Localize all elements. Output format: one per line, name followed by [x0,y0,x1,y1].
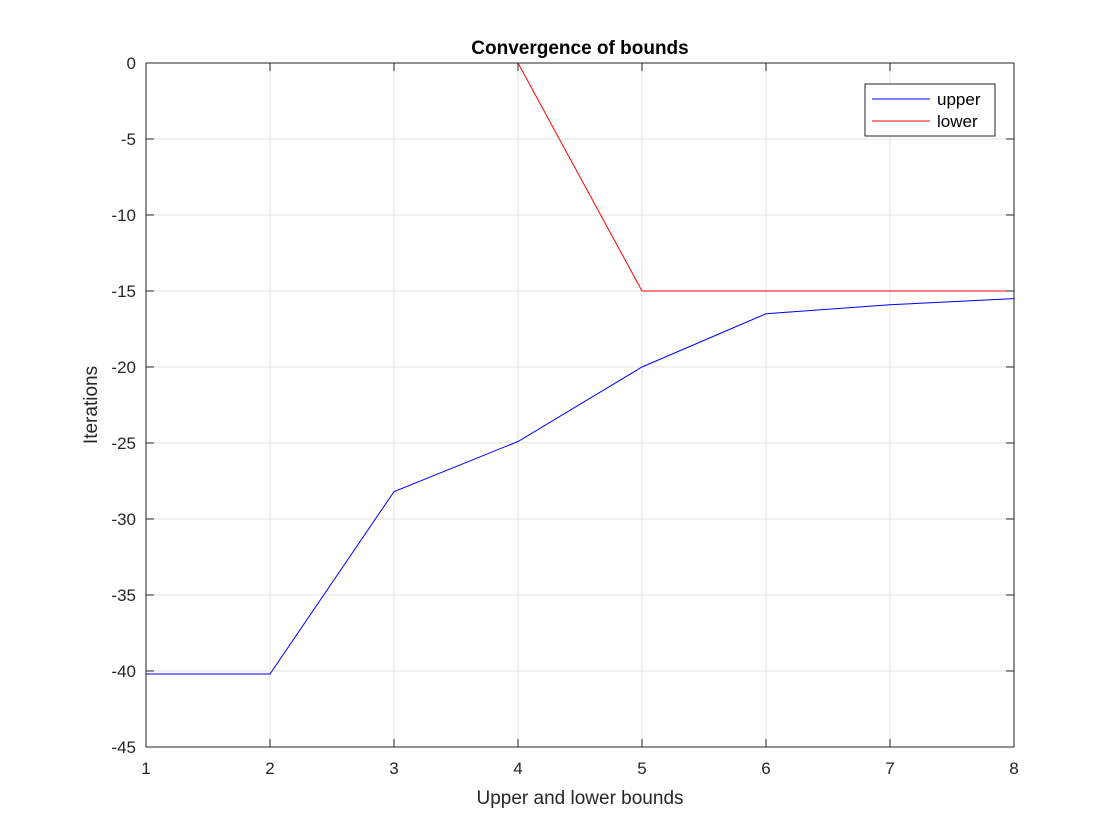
x-tick-label: 1 [141,759,150,778]
plot-area-background [146,63,1014,747]
x-tick-label: 5 [637,759,646,778]
y-tick-label: -45 [111,738,136,757]
x-tick-label: 7 [885,759,894,778]
y-tick-label: -5 [121,130,136,149]
y-tick-label: -15 [111,282,136,301]
x-tick-label: 8 [1009,759,1018,778]
y-tick-label: -35 [111,586,136,605]
x-axis-title: Upper and lower bounds [476,788,683,809]
plot-area-border [145,62,1015,748]
y-tick-label: -10 [111,206,136,225]
chart-title: Convergence of bounds [471,38,688,59]
y-tick-label: -40 [111,662,136,681]
ticks: 1 2 3 4 5 6 7 8 0 -5 -10 -15 -20 -25 -30 -35 -40 -45 [111,54,1018,778]
y-tick-label: -20 [111,358,136,377]
y-tick-label: -30 [111,510,136,529]
series-line-upper [146,298,1015,675]
y-axis-title: Iterations [81,366,102,444]
x-tick-label: 6 [761,759,770,778]
y-tick-label: -25 [111,434,136,453]
legend-label-lower: lower [937,112,978,131]
x-tick-label: 2 [265,759,274,778]
legend: upper lower [864,83,996,137]
y-tick-label: 0 [127,54,136,73]
x-tick-label: 4 [513,759,522,778]
legend-box [864,83,996,137]
legend-label-upper: upper [937,90,981,109]
x-tick-label: 3 [389,759,398,778]
